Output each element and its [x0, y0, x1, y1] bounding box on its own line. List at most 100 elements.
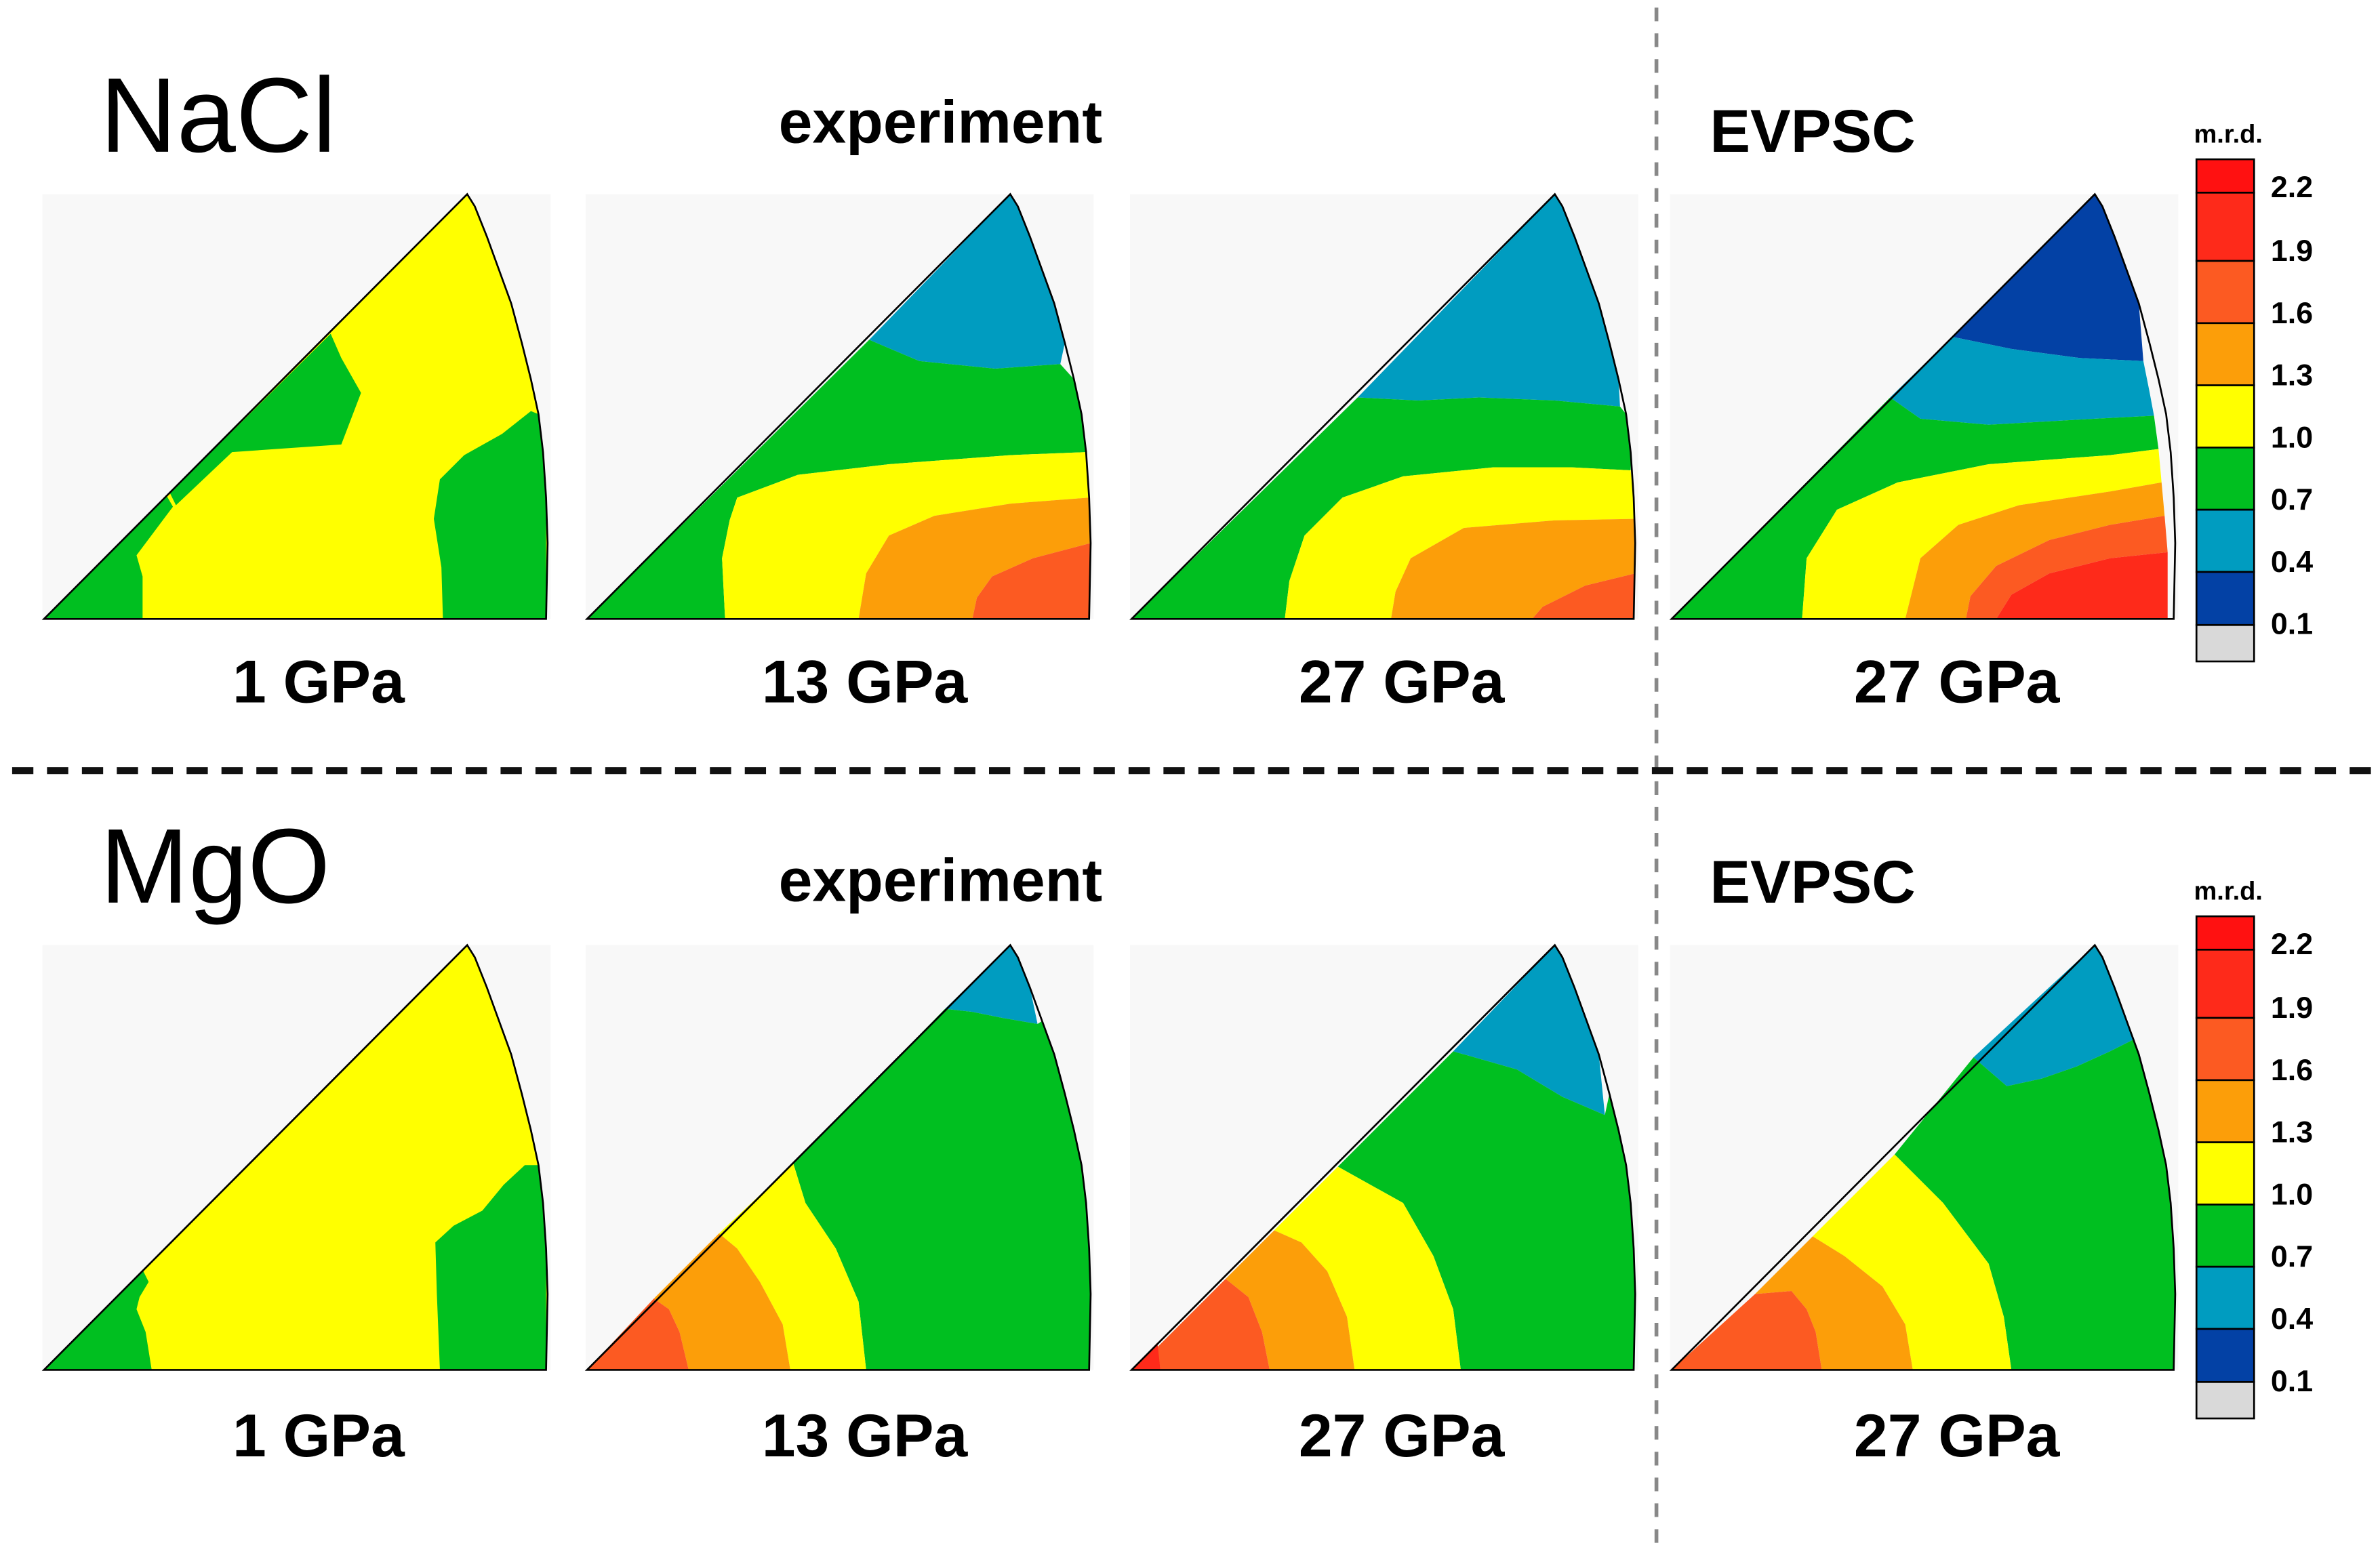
colorbar-tick: 1.3: [2271, 1115, 2313, 1149]
evpsc-label-mgo: EVPSC: [1710, 848, 1915, 916]
region-green: [169, 333, 361, 506]
colorbar-bin-green: [2195, 447, 2255, 511]
material-label-nacl: NaCl: [100, 56, 336, 175]
colorbar-bin-navy: [2195, 1328, 2255, 1383]
region-orange-red: [587, 1298, 689, 1370]
colorbar-unit: m.r.d.: [2194, 120, 2263, 148]
colorbar-tick: 0.7: [2271, 1239, 2313, 1273]
ipf-outline: [1129, 192, 1636, 620]
pressure-label-nacl-evpsc: 27 GPa: [1854, 647, 2061, 715]
region-green: [1131, 397, 1631, 619]
pressure-label-nacl-1: 1 GPa: [233, 647, 405, 715]
colorbar-bin-red: [2195, 158, 2255, 194]
pressure-label-mgo-evpsc: 27 GPa: [1854, 1401, 2061, 1469]
ipf-panel-nacl-27gpa: [1129, 192, 1638, 620]
colorbar-tick: 1.0: [2271, 420, 2313, 454]
colorbar-bin-navy: [2195, 571, 2255, 626]
region-teal: [869, 194, 1065, 369]
colorbar-bin-orange-red: [2195, 260, 2255, 325]
colorbar-tick: 1.0: [2271, 1177, 2313, 1211]
colorbar-nacl: m.r.d. 2.2 1.9 1.6 1.3 1.0 0.7 0.4 0.1: [2194, 120, 2313, 663]
pressure-label-nacl-27: 27 GPa: [1299, 647, 1506, 715]
colorbar-tick: 0.7: [2271, 483, 2313, 516]
colorbar-tick: 0.4: [2271, 1302, 2313, 1336]
region-green: [1894, 1039, 2175, 1370]
region-teal: [1357, 194, 1620, 407]
colorbar-bin-teal: [2195, 508, 2255, 573]
region-green: [433, 411, 546, 619]
colorbar-bin-red-orange: [2195, 948, 2255, 1019]
ipf-panel-mgo-evpsc: [1669, 943, 2179, 1371]
region-green: [1671, 397, 2159, 619]
region-navy: [1952, 194, 2143, 361]
colorbar-unit: m.r.d.: [2194, 877, 2263, 905]
region-orange: [858, 497, 1091, 619]
colorbar-tick: 0.4: [2271, 545, 2313, 579]
region-teal: [1890, 336, 2154, 425]
colorbar-bin-orange: [2195, 322, 2255, 386]
region-teal: [1453, 945, 1605, 1115]
region-orange-red: [1532, 573, 1636, 619]
ipf-panel-mgo-13gpa: [584, 943, 1094, 1371]
region-teal: [1973, 945, 2135, 1086]
colorbar-bin-red: [2195, 915, 2255, 951]
colorbar-tick: 1.9: [2271, 234, 2313, 268]
pressure-label-mgo-27: 27 GPa: [1299, 1401, 1506, 1469]
region-orange-red: [1966, 516, 2168, 619]
ipf-outline: [1669, 192, 2177, 620]
material-label-mgo: MgO: [100, 807, 330, 926]
colorbar-bin-orange: [2195, 1079, 2255, 1143]
ipf-outline: [584, 192, 1092, 620]
region-yellow: [1274, 1166, 1461, 1370]
colorbar-bin-yellow: [2195, 1141, 2255, 1206]
ipf-outline: [41, 192, 549, 620]
colorbar-tick: 1.6: [2271, 296, 2313, 330]
region-yellow: [1802, 449, 2162, 619]
ipf-outline: [1669, 943, 2177, 1371]
region-orange: [1390, 518, 1636, 619]
region-red: [1996, 552, 2168, 619]
colorbar-tick: 1.6: [2271, 1053, 2313, 1087]
ipf-panel-nacl-evpsc: [1669, 192, 2179, 620]
region-yellow: [719, 1163, 866, 1370]
ipf-panel-nacl-13gpa: [584, 192, 1094, 620]
region-teal: [945, 945, 1038, 1025]
colorbar-tick: 2.2: [2271, 927, 2313, 961]
colorbar-tick: 1.9: [2271, 991, 2313, 1025]
region-yellow: [1813, 1154, 2012, 1370]
region-orange: [1217, 1230, 1355, 1370]
colorbar-bin-red-orange: [2195, 191, 2255, 262]
colorbar-tick: 2.2: [2271, 170, 2313, 204]
region-green: [43, 1269, 152, 1370]
colorbar-bin-yellow: [2195, 384, 2255, 449]
ipf-outline: [41, 943, 549, 1371]
colorbar-bin-empty: [2195, 1380, 2255, 1420]
region-yellow: [1285, 467, 1634, 619]
colorbar-tick: 0.1: [2271, 1364, 2313, 1398]
ipf-panel-nacl-1gpa: [41, 192, 551, 620]
pressure-label-nacl-13: 13 GPa: [762, 647, 969, 715]
ipf-panel-mgo-27gpa: [1129, 943, 1638, 1371]
region-green: [587, 340, 1087, 619]
region-orange: [1905, 482, 2165, 619]
colorbar-bin-empty: [2195, 623, 2255, 663]
region-yellow: [722, 452, 1089, 619]
region-orange: [1755, 1236, 1913, 1370]
evpsc-label-nacl: EVPSC: [1710, 97, 1915, 165]
pressure-label-mgo-1: 1 GPa: [233, 1401, 405, 1469]
colorbar-bin-teal: [2195, 1265, 2255, 1330]
experiment-label-nacl: experiment: [779, 87, 1103, 155]
region-green: [43, 496, 174, 619]
experiment-label-mgo: experiment: [779, 846, 1103, 914]
colorbar-mgo: m.r.d. 2.2 1.9 1.6 1.3 1.0 0.7 0.4 0.1: [2194, 877, 2313, 1420]
colorbar-bin-green: [2195, 1204, 2255, 1268]
region-orange-red: [1157, 1279, 1270, 1370]
ipf-outline: [584, 943, 1092, 1371]
colorbar-bin-orange-red: [2195, 1017, 2255, 1082]
colorbar-tick: 0.1: [2271, 607, 2313, 641]
colorbar-tick: 1.3: [2271, 358, 2313, 392]
ipf-outline: [1129, 943, 1636, 1371]
region-green: [793, 1008, 1091, 1370]
ipf-panel-mgo-1gpa: [41, 943, 551, 1371]
region-green: [1337, 1051, 1636, 1370]
